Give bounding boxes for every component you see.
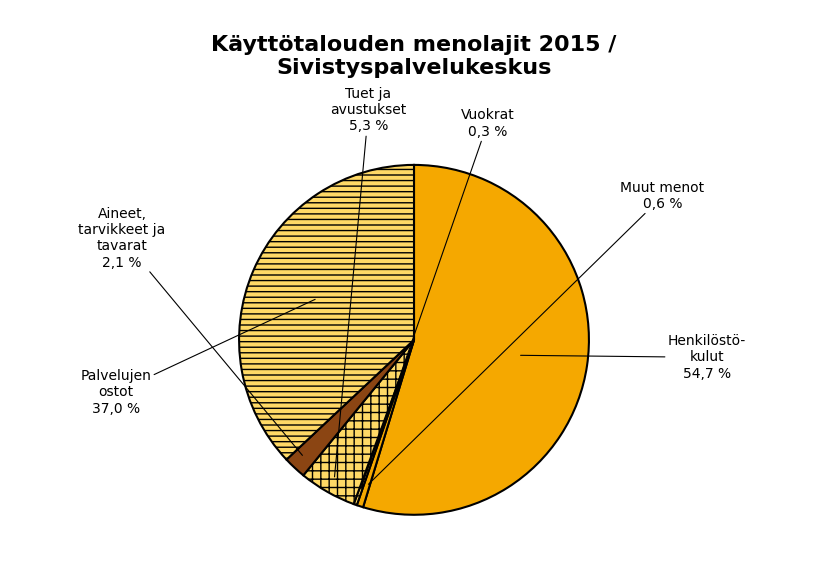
Wedge shape	[353, 340, 414, 505]
Text: Henkilöstö-
kulut
54,7 %: Henkilöstö- kulut 54,7 %	[520, 334, 745, 381]
Text: Palvelujen
ostot
37,0 %: Palvelujen ostot 37,0 %	[80, 300, 315, 415]
Text: Tuet ja
avustukset
5,3 %: Tuet ja avustukset 5,3 %	[330, 87, 406, 477]
Text: Vuokrat
0,3 %: Vuokrat 0,3 %	[361, 108, 514, 489]
Wedge shape	[363, 165, 588, 515]
Text: Käyttötalouden menolajit 2015 /
Sivistyspalvelukeskus: Käyttötalouden menolajit 2015 / Sivistys…	[211, 35, 616, 78]
Text: Aineet,
tarvikkeet ja
tavarat
2,1 %: Aineet, tarvikkeet ja tavarat 2,1 %	[79, 207, 302, 456]
Wedge shape	[286, 340, 414, 475]
Wedge shape	[356, 340, 414, 507]
Wedge shape	[239, 165, 414, 460]
Wedge shape	[303, 340, 414, 504]
Text: Muut menot
0,6 %: Muut menot 0,6 %	[368, 181, 704, 484]
